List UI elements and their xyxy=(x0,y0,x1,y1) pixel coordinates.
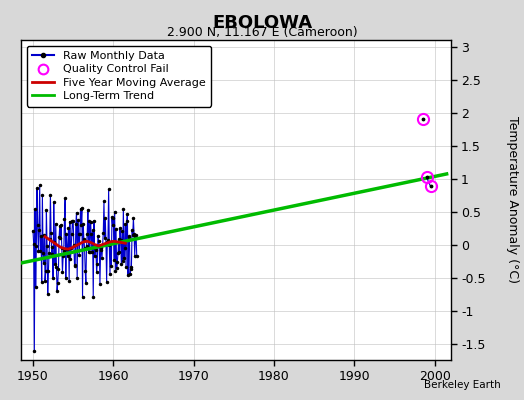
Y-axis label: Temperature Anomaly (°C): Temperature Anomaly (°C) xyxy=(506,116,519,284)
Text: Berkeley Earth: Berkeley Earth xyxy=(424,380,500,390)
Legend: Raw Monthly Data, Quality Control Fail, Five Year Moving Average, Long-Term Tren: Raw Monthly Data, Quality Control Fail, … xyxy=(27,46,212,107)
Text: 2.900 N, 11.167 E (Cameroon): 2.900 N, 11.167 E (Cameroon) xyxy=(167,26,357,39)
Text: EBOLOWA: EBOLOWA xyxy=(212,14,312,32)
